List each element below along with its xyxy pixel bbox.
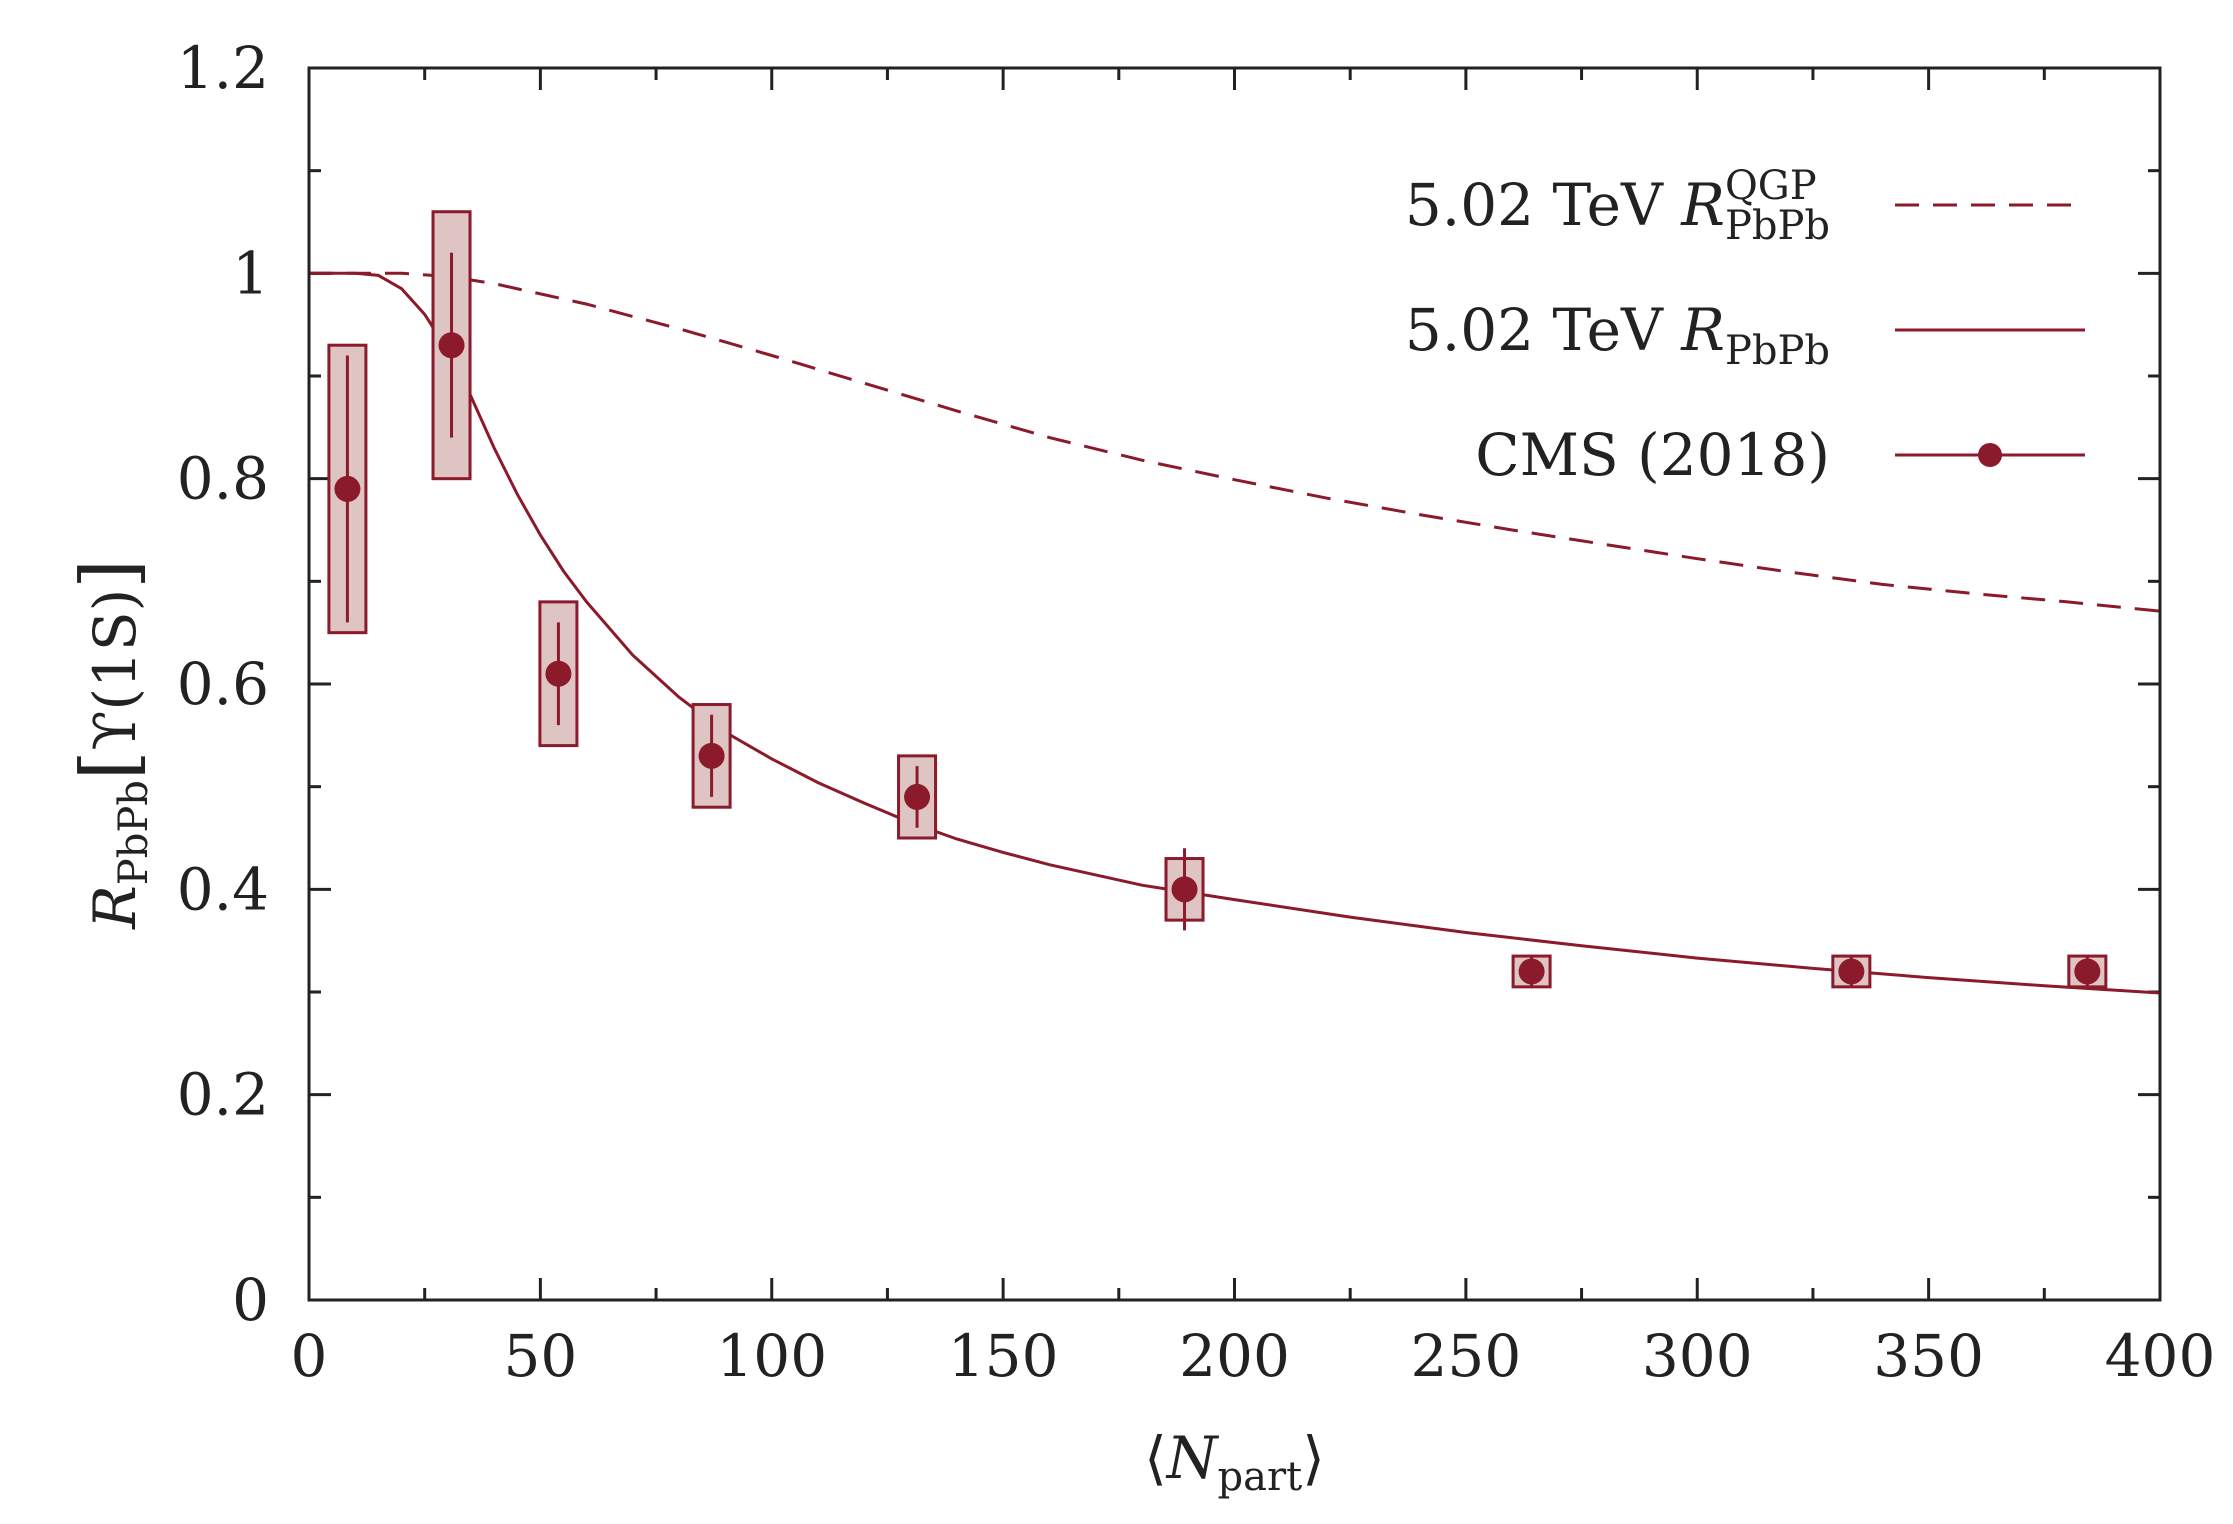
legend-entry-cms: CMS (2018) <box>1475 421 1830 489</box>
x-tick-label: 400 <box>2105 1322 2216 1390</box>
y-tick-label: 0.8 <box>177 445 269 513</box>
series-lines <box>309 271 2161 995</box>
x-axis-title-open: ⟨ <box>1144 1424 1167 1492</box>
tick-labels: 0 50 100 150 200 250 300 350 400 0 0.2 0.4 0.6 0.8 1 1.… <box>177 34 2216 1390</box>
legend-swatch-cms-marker <box>1978 443 2002 467</box>
y-axis-title-sub: PbPb <box>111 780 157 885</box>
cms-data-point <box>2074 958 2101 985</box>
cms-data-point <box>1838 958 1865 985</box>
y-axis-title-bracket-open: [ <box>64 751 153 781</box>
series-full-line <box>309 271 2161 995</box>
x-tick-label: 150 <box>948 1322 1059 1390</box>
y-tick-label: 1.2 <box>177 34 269 102</box>
legend-entry-qgp: 5.02 TeV RQGP PbPb <box>1405 163 1830 249</box>
x-tick-label: 0 <box>291 1322 328 1390</box>
x-axis-title-var: N <box>1165 1424 1220 1492</box>
y-axis-title: RPbPb[ϒ(1S)] <box>64 559 157 930</box>
legend-full-var: R <box>1680 296 1725 364</box>
legend-qgp-prefix: 5.02 TeV <box>1405 171 1681 239</box>
series-qgp-line <box>309 271 2161 613</box>
y-tick-label: 0 <box>232 1266 269 1334</box>
y-axis-title-var: R <box>81 885 149 930</box>
cms-data-point <box>1171 876 1198 903</box>
plot-frame <box>307 66 2162 1302</box>
x-tick-label: 50 <box>503 1322 577 1390</box>
cms-data-point <box>334 475 361 502</box>
x-tick-label: 300 <box>1642 1322 1753 1390</box>
y-tick-label: 1 <box>232 239 269 307</box>
x-tick-label: 350 <box>1873 1322 1984 1390</box>
data-points <box>327 210 2108 989</box>
y-tick-label: 0.6 <box>177 650 269 718</box>
legend-full-sub: PbPb <box>1725 328 1830 374</box>
legend-qgp-sub: PbPb <box>1725 203 1830 249</box>
cms-data-point <box>1518 958 1545 985</box>
y-axis-title-state: ϒ(1S) <box>81 589 149 751</box>
axis-ticks <box>307 66 2162 1302</box>
cms-data-point <box>904 783 931 810</box>
x-axis-title-sub: part <box>1218 1454 1303 1500</box>
legend-full-prefix: 5.02 TeV <box>1405 296 1681 364</box>
y-tick-label: 0.4 <box>177 855 269 923</box>
x-axis-title: ⟨Npart⟩ <box>1144 1424 1325 1500</box>
legend-qgp-var: R <box>1680 171 1725 239</box>
legend-cms-label: CMS (2018) <box>1475 421 1830 489</box>
y-axis-title-bracket-close: ] <box>64 559 153 589</box>
cms-data-point <box>438 332 465 359</box>
y-tick-label: 0.2 <box>177 1061 269 1129</box>
x-tick-label: 100 <box>716 1322 827 1390</box>
x-axis-title-close: ⟩ <box>1302 1424 1325 1492</box>
x-tick-label: 200 <box>1179 1322 1290 1390</box>
legend-qgp-sup: QGP <box>1725 163 1817 209</box>
cms-data-point <box>545 660 572 687</box>
cms-data-point <box>698 742 725 769</box>
legend-entry-full: 5.02 TeV RPbPb <box>1405 296 1830 374</box>
x-tick-label: 250 <box>1411 1322 1522 1390</box>
legend: 5.02 TeV RQGP PbPb 5.02 TeV RPbPb CMS (20… <box>1405 163 2085 489</box>
